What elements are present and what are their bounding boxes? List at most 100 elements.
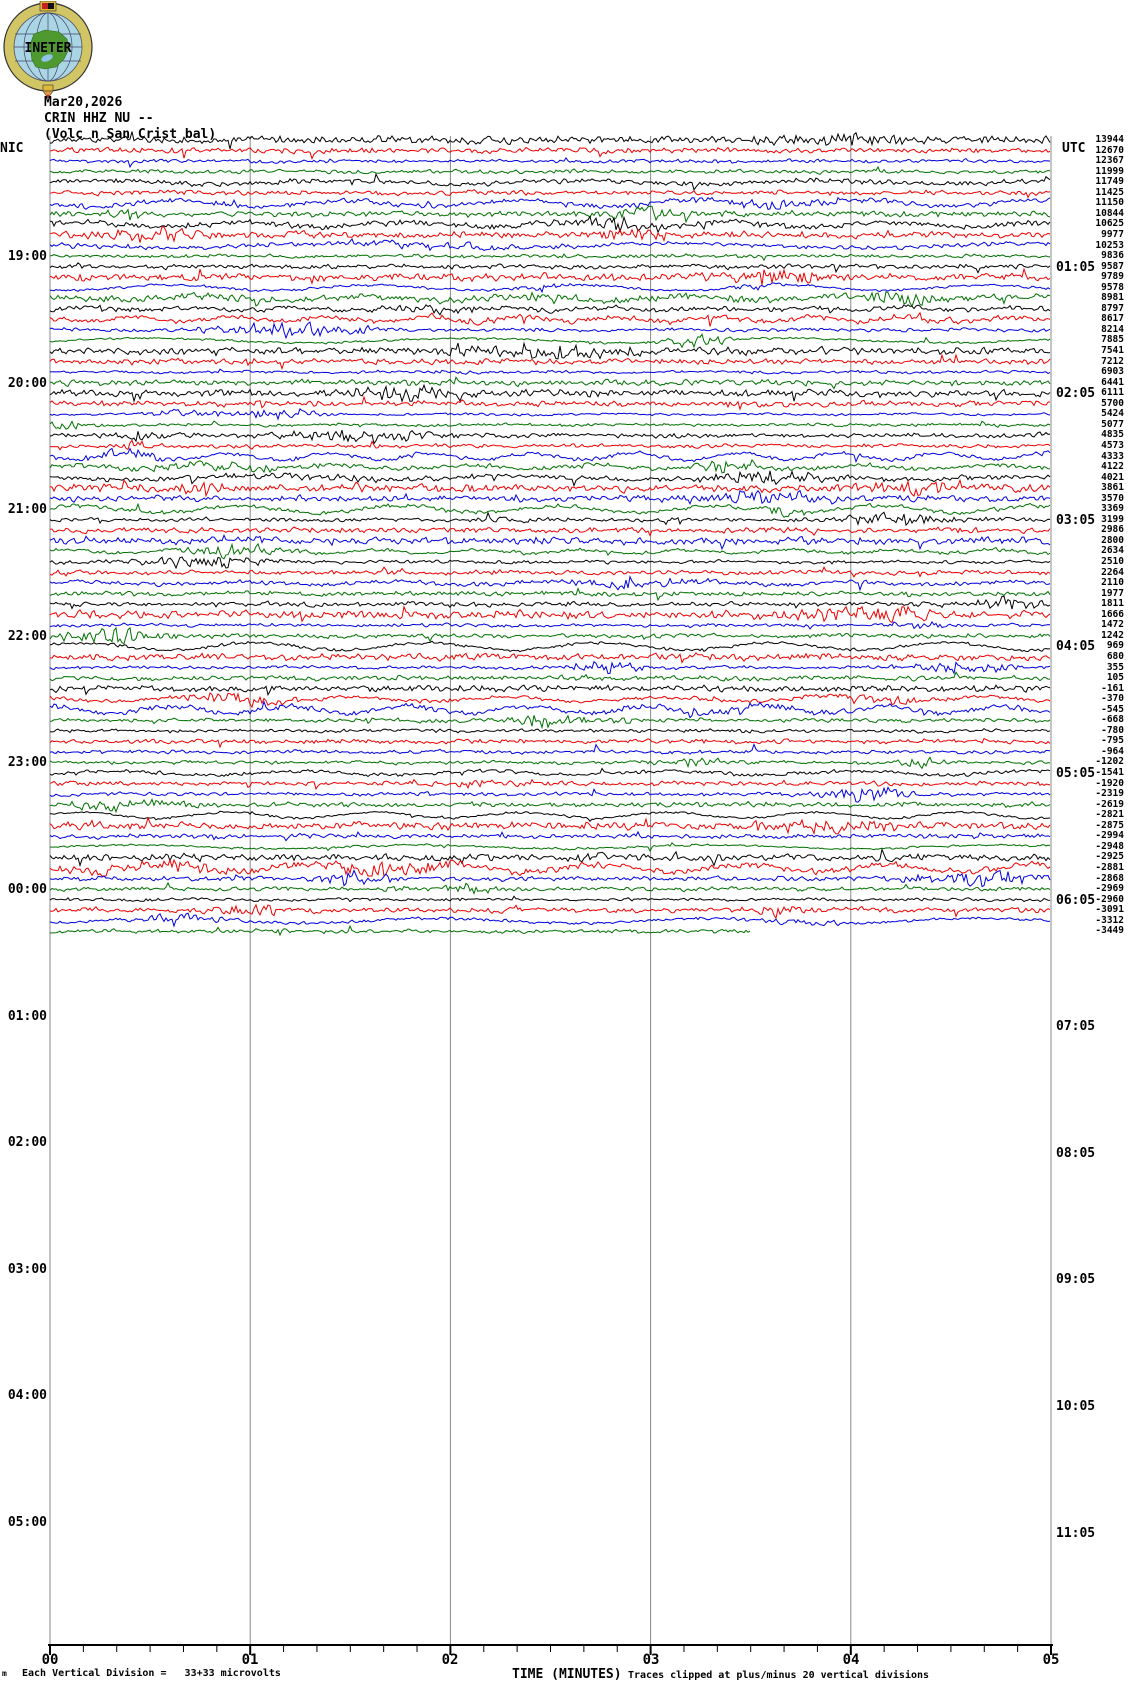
seismic-trace [49, 742, 1051, 755]
dc-offset-value: -2960 [1095, 894, 1124, 905]
seismic-trace [49, 620, 1051, 630]
seismic-trace [49, 172, 1051, 191]
seismic-trace [49, 684, 1051, 697]
dc-offset-value: -2868 [1095, 873, 1124, 884]
seismic-trace [49, 470, 1051, 488]
seismic-trace [49, 816, 1051, 836]
utc-time-label: 05:05 [1056, 766, 1096, 781]
x-tick-label: 05 [1042, 1652, 1060, 1668]
dc-offset-value: 2510 [1101, 556, 1124, 567]
seismic-trace [49, 575, 1051, 592]
dc-offset-value: 2800 [1101, 535, 1124, 546]
seismic-trace [49, 895, 1051, 903]
dc-offset-value: 9578 [1101, 282, 1124, 293]
header-station-description: (Volc n San Crist bal) [44, 127, 217, 142]
utc-column-header: UTC [1062, 141, 1086, 156]
dc-offset-value: 6903 [1101, 366, 1124, 377]
dc-offset-value: 969 [1106, 640, 1124, 651]
seismic-trace [49, 671, 1050, 682]
seismic-trace [49, 767, 1051, 778]
dc-offset-value: -3449 [1095, 925, 1124, 936]
dc-offset-value: -2881 [1095, 862, 1124, 873]
dc-offset-value: -2319 [1095, 788, 1124, 799]
seismic-trace [49, 267, 1051, 286]
seismic-trace [49, 408, 1051, 421]
utc-time-label: 11:05 [1056, 1526, 1096, 1541]
seismic-trace [49, 534, 1051, 551]
dc-offset-value: -370 [1101, 693, 1124, 704]
local-time-label: 19:00 [7, 249, 47, 264]
dc-offset-value: 9836 [1101, 250, 1124, 261]
seismic-trace [49, 226, 1051, 243]
seismic-trace [49, 131, 1051, 150]
dc-offset-value: -3312 [1095, 915, 1124, 926]
x-tick-label: 03 [642, 1652, 660, 1668]
seismic-trace [49, 353, 1051, 371]
seismic-trace [49, 587, 1051, 602]
seismic-trace [49, 511, 1051, 527]
dc-offset-value: 11749 [1095, 176, 1124, 187]
dc-offset-value: 7885 [1101, 334, 1124, 345]
dc-offset-value: 2986 [1101, 524, 1124, 535]
utc-time-label: 01:05 [1056, 260, 1096, 275]
dc-offset-value: 3570 [1101, 493, 1124, 504]
dc-offset-value: 4021 [1101, 472, 1124, 483]
local-time-label: 01:00 [7, 1009, 47, 1024]
seismic-trace [49, 253, 1051, 262]
dc-offset-value: 2634 [1101, 545, 1124, 556]
seismic-trace [49, 847, 1051, 868]
seismic-trace [49, 660, 1051, 675]
local-time-label: 20:00 [7, 376, 47, 391]
dc-offset-value: 2264 [1101, 567, 1124, 578]
dc-offset-value: 1666 [1101, 609, 1124, 620]
dc-offset-value: -2619 [1095, 799, 1124, 810]
seismic-trace [49, 810, 1051, 822]
dc-offset-value: 9977 [1101, 229, 1124, 240]
dc-offset-value: 8617 [1101, 313, 1124, 324]
seismic-trace [49, 447, 1051, 464]
seismic-trace [49, 542, 1051, 560]
dc-offset-value: 10625 [1095, 218, 1124, 229]
seismic-trace [49, 786, 1051, 803]
dc-offset-value: -2994 [1095, 830, 1124, 841]
dc-offset-value: -795 [1101, 735, 1124, 746]
x-tick-label: 01 [241, 1652, 259, 1668]
local-time-label: 23:00 [7, 755, 47, 770]
header-station: CRIN HHZ NU -- [44, 111, 154, 126]
seismic-trace [49, 700, 1051, 719]
plumb-bob-icon [42, 84, 54, 99]
seismic-trace [49, 196, 1051, 211]
dc-offset-value: 9789 [1101, 271, 1124, 282]
dc-offset-value: -3091 [1095, 904, 1124, 915]
dc-offset-value: 1811 [1101, 598, 1124, 609]
seismic-trace [49, 215, 1051, 234]
dc-offset-value: -1541 [1095, 767, 1124, 778]
seismic-trace [49, 903, 1051, 920]
x-tick-label: 02 [441, 1652, 459, 1668]
seismic-trace [49, 714, 1051, 730]
dc-offset-value: 4573 [1101, 440, 1124, 451]
utc-time-label: 03:05 [1056, 513, 1096, 528]
utc-time-label: 07:05 [1056, 1019, 1096, 1034]
seismic-trace [49, 383, 1051, 404]
seismic-trace [49, 262, 1051, 274]
clipping-note: Traces clipped at plus/minus 20 vertical… [628, 1670, 930, 1681]
dc-offset-value: 7541 [1101, 345, 1124, 356]
seismic-trace [49, 395, 1051, 411]
dc-offset-value: -2948 [1095, 841, 1124, 852]
x-tick-label: 00 [41, 1652, 59, 1668]
utc-time-label: 08:05 [1056, 1146, 1096, 1161]
lake-icon [41, 54, 53, 62]
corner-glyph: m [2, 1669, 7, 1678]
dc-offset-value: 5424 [1101, 408, 1124, 419]
nicaragua-map [29, 29, 70, 70]
dc-offset-value: -1202 [1095, 756, 1124, 767]
seismic-trace [49, 912, 1051, 928]
local-time-label: 02:00 [7, 1135, 47, 1150]
seismic-trace [49, 692, 1051, 709]
dc-offset-value: 11150 [1095, 197, 1124, 208]
vertical-division-scale-note: Each Vertical Division = 33+33 microvolt… [22, 1668, 281, 1679]
dc-offset-value: 3861 [1101, 482, 1124, 493]
